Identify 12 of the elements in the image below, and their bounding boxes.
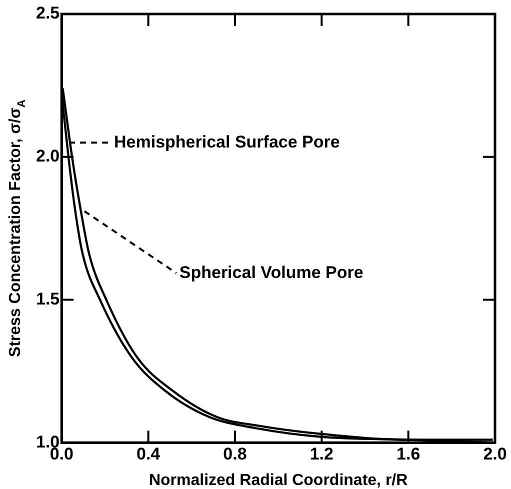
y-tick-label: 2.5 [36, 4, 60, 23]
annotation: Spherical Volume Pore [179, 262, 364, 282]
y-axis-title: Stress Concentration Factor, σ/σA [7, 99, 28, 358]
x-axis-title: Normalized Radial Coordinate, r/R [148, 472, 408, 489]
x-tick-label: 1.2 [310, 444, 334, 464]
x-tick-label: 0.4 [136, 444, 161, 464]
x-tick-label: 0.8 [223, 444, 247, 464]
y-tick-label: 1.5 [36, 289, 60, 308]
x-tick-label: 2.0 [483, 444, 507, 464]
annotation: Hemispherical Surface Pore [114, 132, 340, 152]
y-tick-label: 2.0 [36, 146, 60, 166]
x-tick-label: 1.6 [396, 444, 420, 464]
